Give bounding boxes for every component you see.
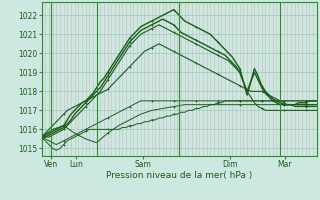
X-axis label: Pression niveau de la mer( hPa ): Pression niveau de la mer( hPa ) [106, 171, 252, 180]
